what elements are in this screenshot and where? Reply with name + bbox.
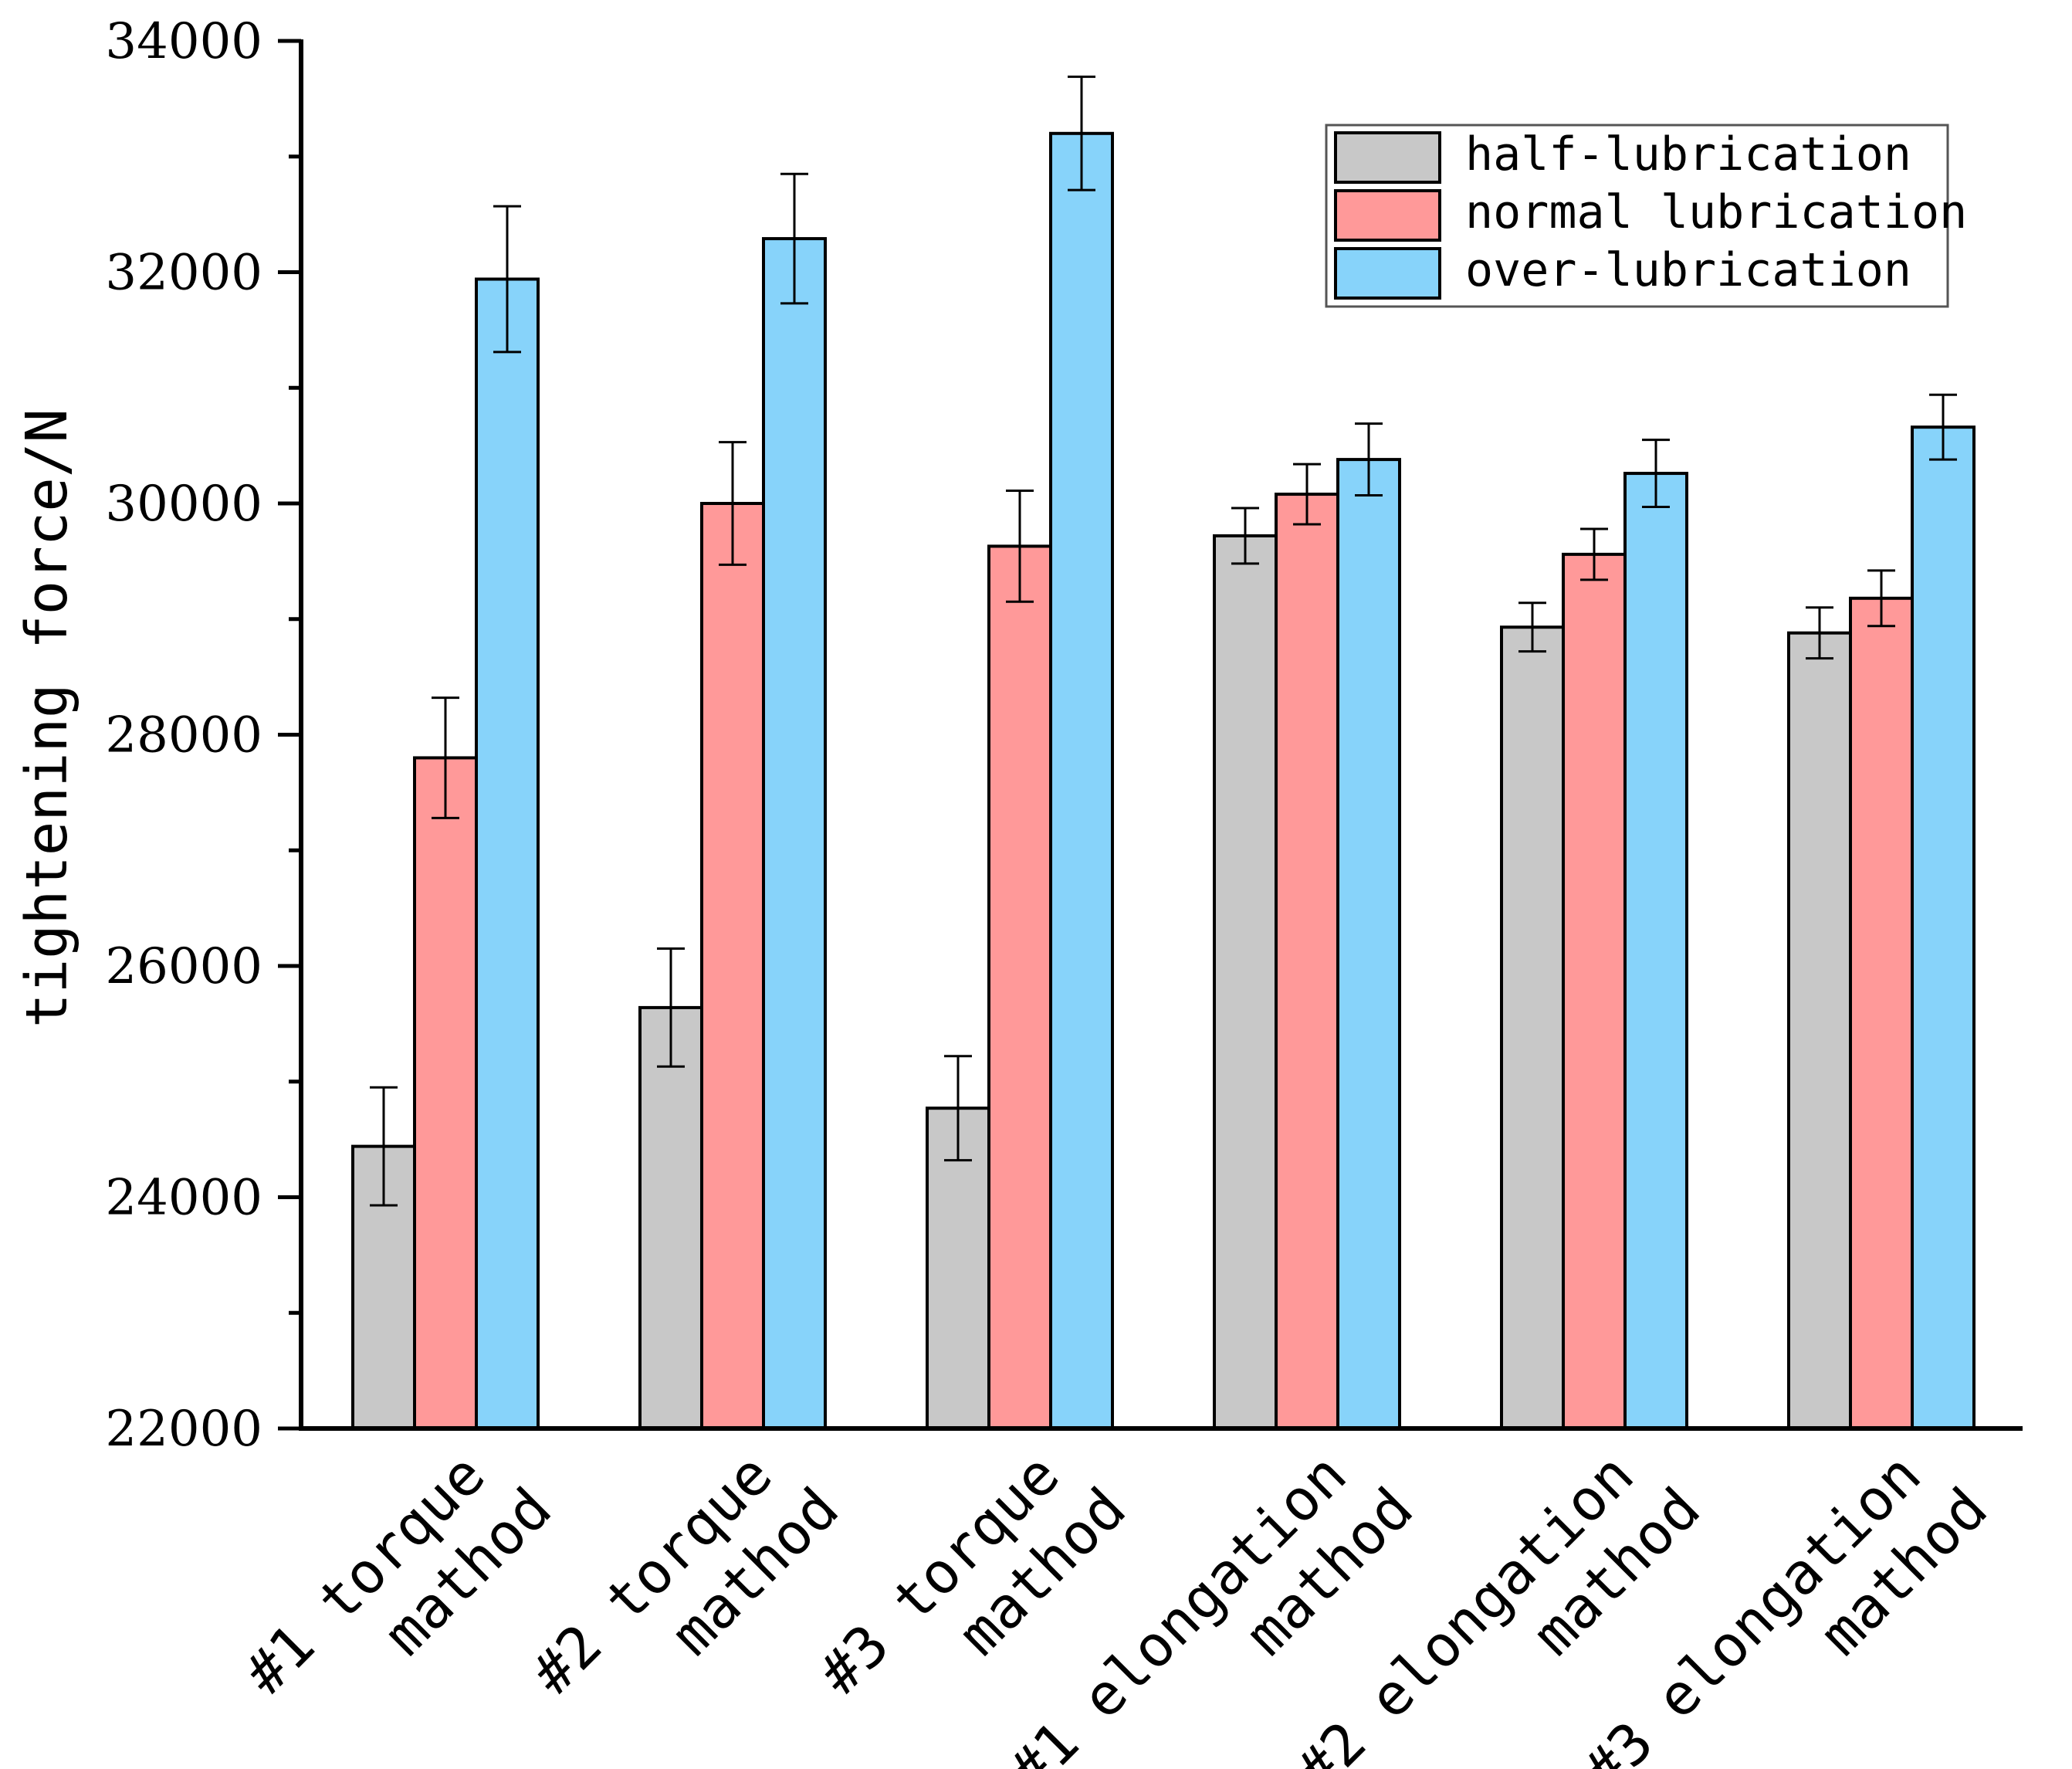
bar-1-6 [1787, 631, 1852, 1430]
bar-2-3 [987, 544, 1052, 1430]
y-tick-labels: 22000 24000 26000 28000 30000 32000 34000 [105, 13, 262, 1458]
y-tick-label: 28000 [105, 707, 262, 764]
y-axis-label: tightening force/N [14, 408, 80, 1028]
bar-3-1 [475, 277, 540, 1430]
legend-label-2: normal lubrication [1465, 185, 1967, 239]
bar-3-5 [1623, 472, 1688, 1431]
legend-swatch-1 [1334, 131, 1441, 184]
bar-3-3 [1049, 131, 1114, 1430]
legend-swatch-3 [1334, 247, 1441, 300]
bar-3-4 [1336, 458, 1401, 1430]
y-tick-label: 30000 [105, 476, 262, 533]
y-tick-label: 32000 [105, 245, 262, 302]
bar-3-6 [1911, 425, 1976, 1430]
bar-2-4 [1275, 493, 1339, 1430]
bar-2-2 [700, 502, 765, 1430]
bar-1-5 [1500, 625, 1565, 1430]
y-tick-label: 24000 [105, 1170, 262, 1227]
legend-label-1: half-lubrication [1465, 127, 1911, 181]
bar-2-1 [413, 756, 478, 1430]
bar-2-5 [1562, 552, 1627, 1430]
legend-label-3: over-lubrication [1465, 243, 1911, 297]
legend-swatch-2 [1334, 189, 1441, 242]
bar-1-4 [1213, 534, 1278, 1430]
bars-layer [351, 131, 1976, 1431]
bar-1-2 [638, 1005, 703, 1431]
y-tick-label: 34000 [105, 13, 262, 70]
error-bars-layer [370, 75, 1957, 1207]
bar-1-3 [926, 1106, 990, 1430]
axes-layer [278, 39, 2023, 1431]
y-tick-label: 22000 [105, 1401, 262, 1458]
y-tick-label: 26000 [105, 938, 262, 995]
bar-2-6 [1849, 596, 1914, 1430]
bar-3-2 [762, 237, 827, 1430]
